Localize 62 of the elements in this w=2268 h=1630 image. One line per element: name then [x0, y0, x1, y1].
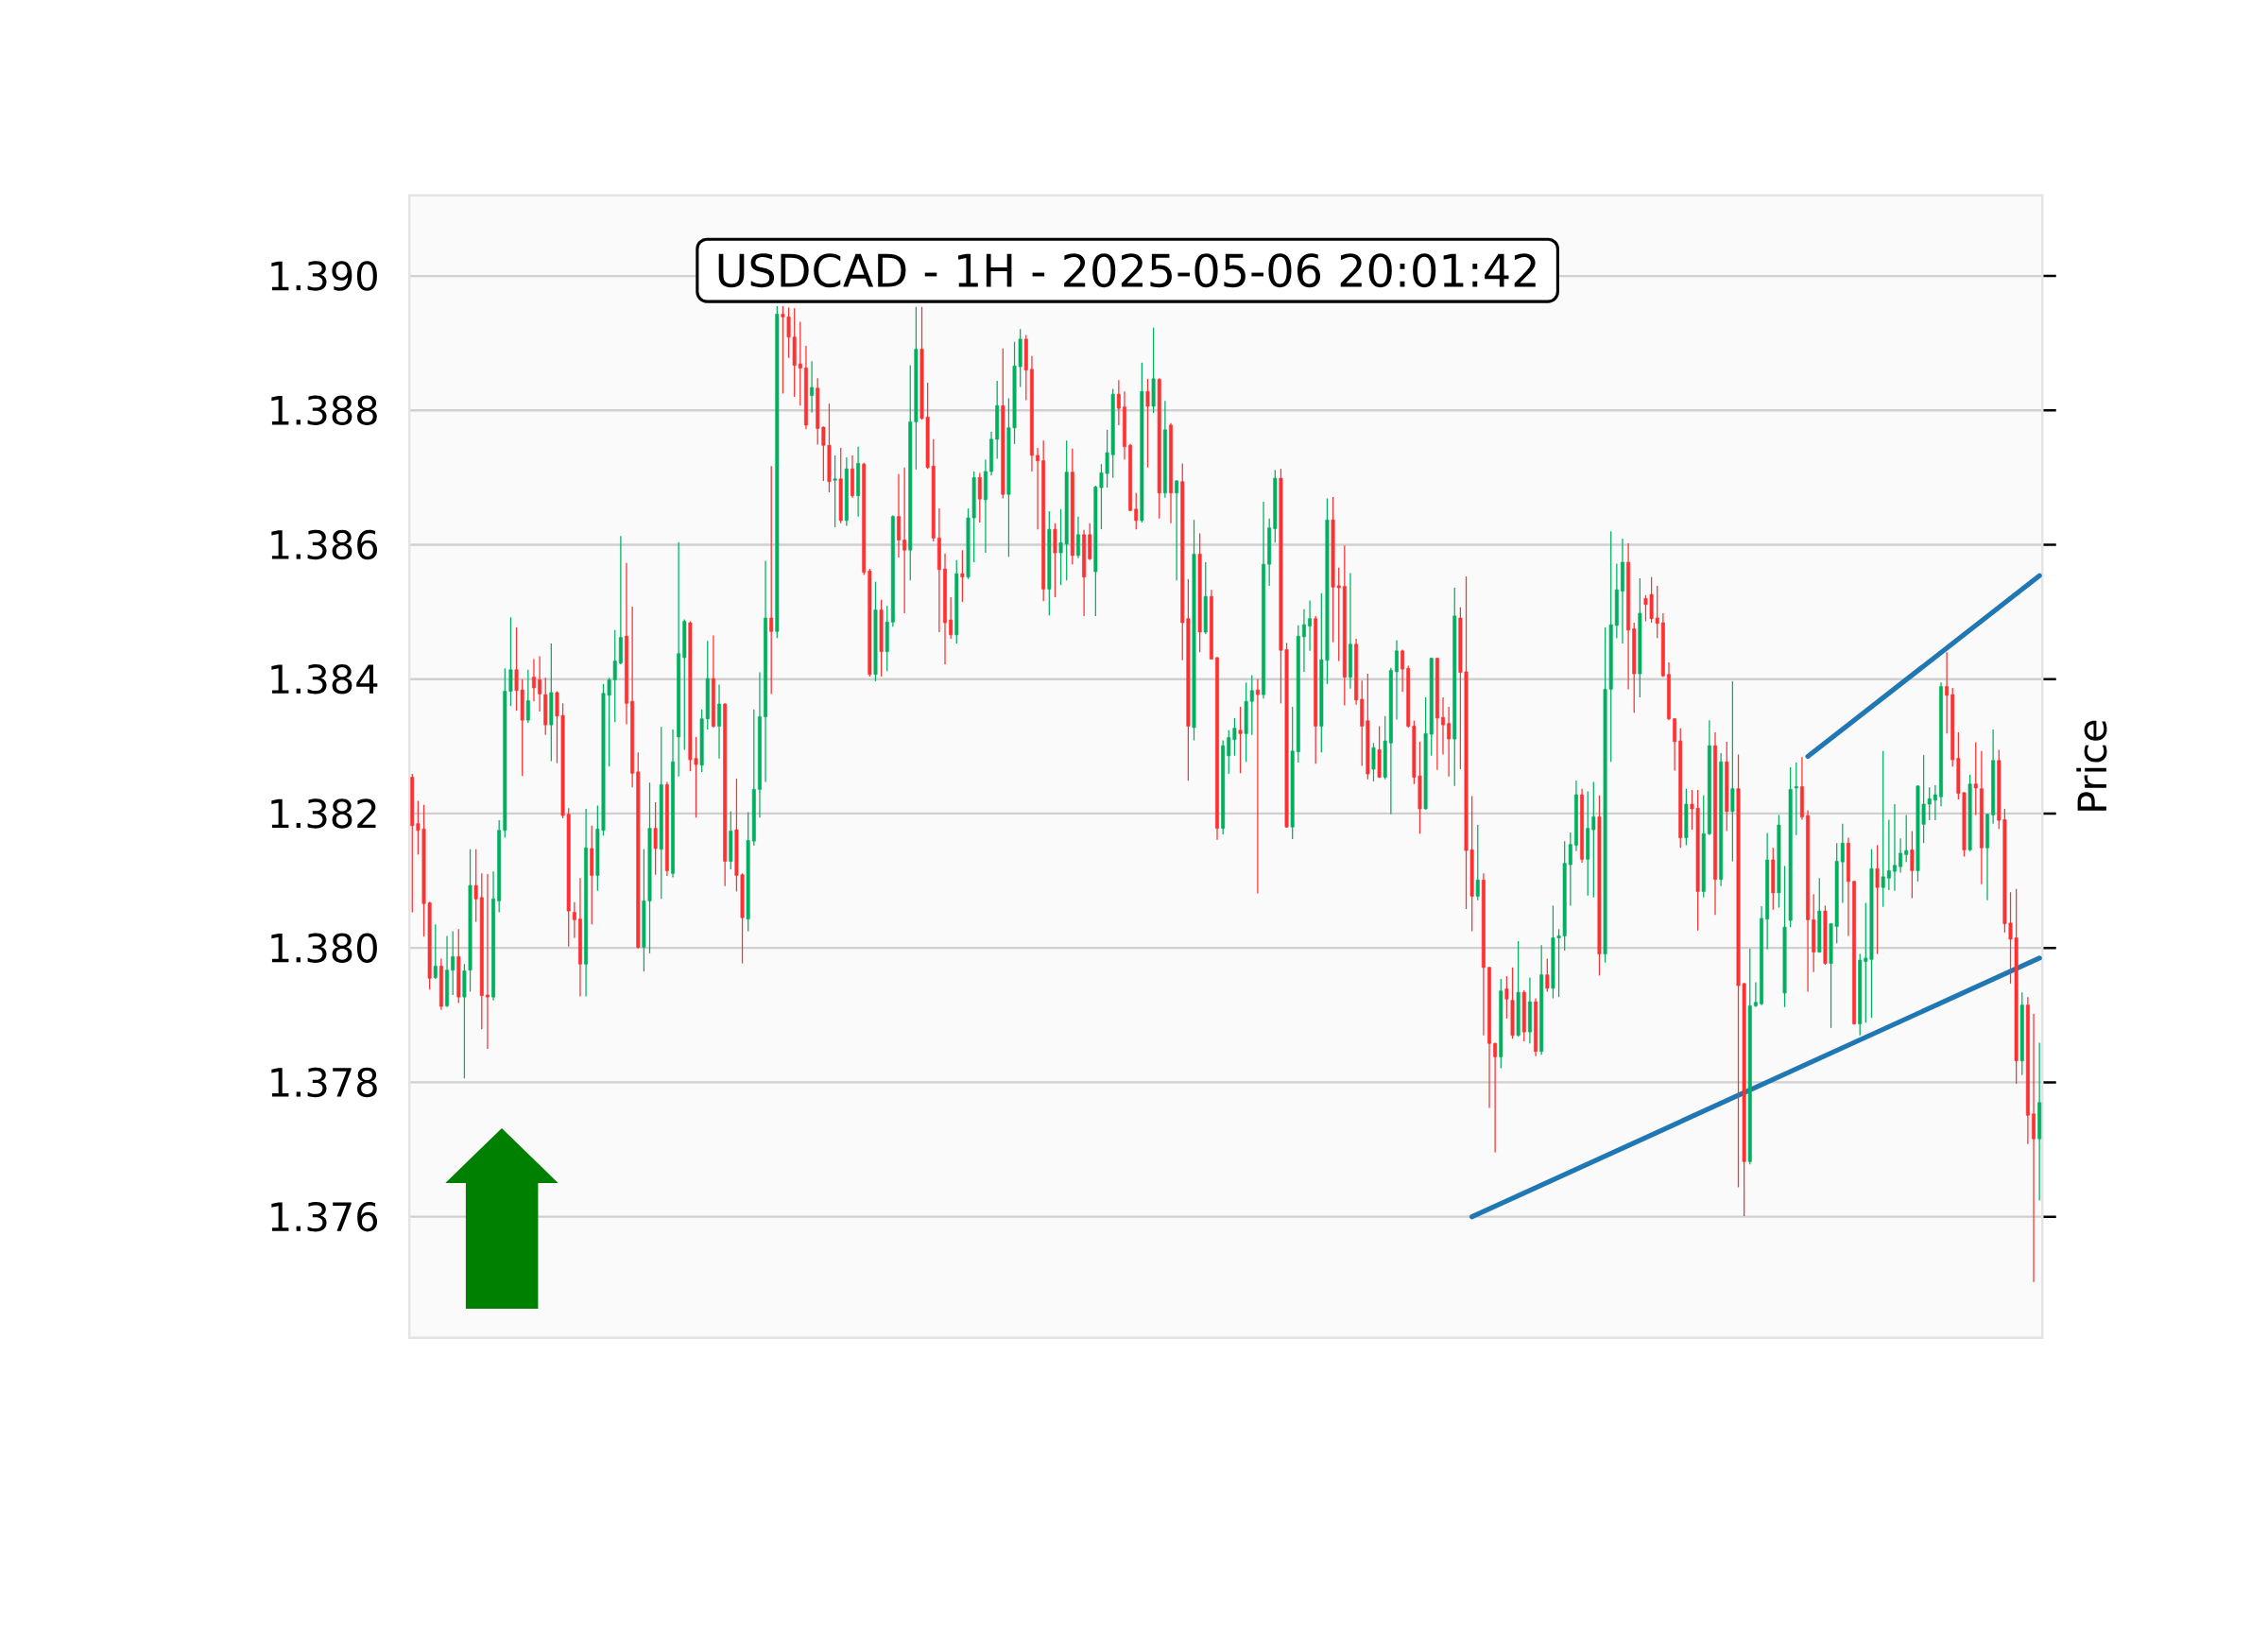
- candlestick: [1910, 830, 1915, 900]
- y-tick-label: 1.388: [271, 395, 377, 425]
- candlestick: [1568, 832, 1572, 907]
- candlestick: [1441, 696, 1445, 756]
- candlestick: [572, 901, 576, 939]
- candlestick: [1753, 981, 1758, 1008]
- candlestick: [1447, 706, 1452, 778]
- candlestick: [1175, 479, 1179, 581]
- candlestick: [485, 873, 490, 1050]
- candlestick: [1493, 1041, 1498, 1154]
- candlestick: [1371, 742, 1376, 782]
- candlestick: [810, 360, 815, 414]
- y-tick-label: 1.378: [271, 1067, 377, 1098]
- candlestick: [451, 930, 455, 996]
- candlestick: [960, 549, 965, 603]
- candlestick: [1881, 750, 1885, 908]
- candlestick: [717, 683, 722, 760]
- candlestick: [1875, 844, 1880, 955]
- candlestick: [1899, 837, 1903, 874]
- candlestick: [798, 320, 802, 406]
- candlestick: [1904, 814, 1909, 863]
- candlestick: [902, 467, 907, 614]
- y-tick-label: 1.386: [271, 529, 378, 560]
- y-tick-label: 1.382: [271, 798, 376, 829]
- candlestick: [525, 669, 530, 724]
- candlestick: [473, 849, 478, 923]
- candlestick: [1973, 741, 1978, 816]
- candlestick: [1036, 447, 1040, 530]
- candlestick: [1475, 824, 1480, 901]
- candlestick: [1840, 823, 1845, 904]
- candlestick: [1400, 648, 1405, 693]
- candlestick: [1395, 639, 1399, 721]
- candlestick: [1145, 378, 1150, 469]
- candlestick: [1886, 818, 1891, 891]
- candlestick: [1892, 803, 1897, 892]
- candlestick: [977, 472, 982, 523]
- candlestick: [653, 801, 658, 876]
- candlestick: [769, 465, 774, 695]
- candlestick: [949, 596, 954, 640]
- y-tick-label: 1.390: [271, 261, 377, 291]
- candlestick: [1255, 678, 1260, 895]
- y-tick-label: 1.376: [271, 1201, 378, 1232]
- text: USDCAD - 1H - 2025-05-06 20:01:42: [718, 253, 1536, 288]
- candlestick: [2032, 1013, 2036, 1283]
- candlestick: [833, 455, 837, 528]
- y-axis-title: Price: [2076, 720, 2107, 811]
- candlestick: [1933, 784, 1937, 821]
- y-tick-label: 1.384: [271, 663, 378, 695]
- y-tick-label: 1.380: [271, 933, 377, 963]
- candlestick: [1301, 609, 1306, 673]
- candlestick: [1238, 706, 1243, 774]
- candlestick: [1116, 379, 1121, 426]
- candlestick: [433, 923, 438, 980]
- candlestick: [1545, 957, 1550, 993]
- candlestick: [1134, 492, 1139, 530]
- candlestick: [531, 658, 536, 702]
- candlestick: [538, 655, 542, 712]
- candlestick: [1794, 762, 1798, 836]
- candlestick: [1308, 599, 1313, 652]
- candlestick: [1076, 516, 1080, 559]
- candlestick: [1945, 651, 1950, 734]
- candlestick: [1504, 975, 1509, 1020]
